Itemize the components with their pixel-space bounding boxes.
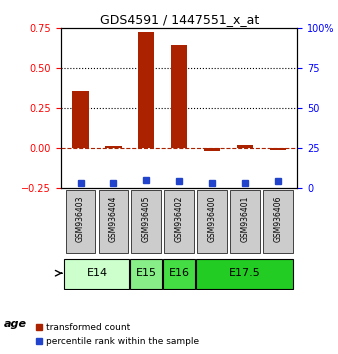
Text: E16: E16 [169,268,190,278]
Text: GSM936400: GSM936400 [208,195,217,242]
FancyBboxPatch shape [64,258,129,289]
Text: GSM936405: GSM936405 [142,195,151,242]
Bar [204,148,220,151]
Text: E15: E15 [136,268,157,278]
FancyBboxPatch shape [66,190,95,253]
Bar [269,148,286,150]
Bar [105,145,122,148]
Title: GDS4591 / 1447551_x_at: GDS4591 / 1447551_x_at [99,13,259,26]
Text: GSM936402: GSM936402 [175,195,184,242]
Text: age: age [3,319,26,329]
Text: E17.5: E17.5 [229,268,261,278]
Text: E14: E14 [87,268,107,278]
FancyBboxPatch shape [196,258,293,289]
FancyBboxPatch shape [131,190,161,253]
FancyBboxPatch shape [130,258,162,289]
FancyBboxPatch shape [164,190,194,253]
Text: GSM936401: GSM936401 [240,195,249,242]
FancyBboxPatch shape [99,190,128,253]
FancyBboxPatch shape [263,190,292,253]
FancyBboxPatch shape [163,258,195,289]
Bar [72,91,89,148]
FancyBboxPatch shape [197,190,227,253]
Bar [138,32,154,148]
FancyBboxPatch shape [230,190,260,253]
Text: GSM936406: GSM936406 [273,195,282,242]
Legend: transformed count, percentile rank within the sample: transformed count, percentile rank withi… [31,320,203,349]
Text: GSM936404: GSM936404 [109,195,118,242]
Bar [171,45,187,148]
Text: GSM936403: GSM936403 [76,195,85,242]
Bar [237,145,253,148]
